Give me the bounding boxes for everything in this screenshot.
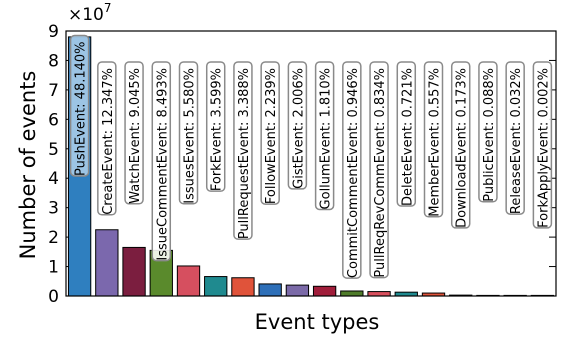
bar-label-box	[532, 61, 553, 229]
bar-label-text: PushEvent: 48.140%	[74, 41, 89, 175]
bar-label: DownloadEvent: 0.173%	[450, 61, 471, 229]
bar-label-text: PullRequestEvent: 3.388%	[237, 68, 252, 239]
bar-label-text: ForkEvent: 3.599%	[210, 68, 225, 191]
y-tick-label: 7	[48, 81, 59, 101]
bar-label: MemberEvent: 0.557%	[423, 61, 444, 218]
bar-label-box	[260, 61, 280, 205]
bar	[204, 276, 228, 297]
bar-label-box	[450, 61, 471, 229]
bar	[231, 277, 255, 297]
bar-label-text: DownloadEvent: 0.173%	[455, 68, 470, 228]
bar-label-text: PullReqRevCommEvent: 0.834%	[373, 68, 388, 278]
bar-label: PullReqRevCommEvent: 0.834%	[369, 61, 389, 279]
plot-border	[65, 30, 557, 297]
y-tick-label: 1	[48, 258, 59, 278]
bar-label-box	[205, 61, 226, 192]
bar-label-box	[396, 61, 417, 207]
y-tick-label: 6	[48, 110, 59, 130]
bar-label: GistEvent: 2.006%	[287, 61, 308, 190]
y-scale-exponent: 7	[104, 1, 112, 15]
bar-label: PushEvent: 48.140%	[69, 34, 90, 177]
bar-label-box	[97, 61, 117, 216]
bar-label: ReleaseEvent: 0.032%	[505, 61, 525, 215]
bar-label: ForkApplyEvent: 0.002%	[532, 61, 553, 229]
bar-label: DeleteEvent: 0.721%	[396, 61, 417, 207]
bar-label-text: FollowEvent: 2.239%	[264, 68, 279, 204]
bar-label: GollumEvent: 1.810%	[314, 61, 335, 211]
y-tick-label: 8	[48, 51, 59, 71]
bar-label: PublicEvent: 0.088%	[478, 61, 498, 203]
bar-label-box	[505, 61, 525, 215]
bar	[312, 285, 337, 297]
y-tick-label: 2	[48, 228, 59, 248]
y-tick-label: 0	[48, 287, 59, 307]
x-axis-label: Event types	[255, 310, 380, 334]
bar-labels: PushEvent: 48.140% CreateEvent: 12.347% Wa…	[69, 34, 553, 279]
bar-label: CreateEvent: 12.347%	[97, 61, 117, 216]
bar-label: CommitCommentEvent: 0.946%	[342, 61, 362, 279]
y-tick-label: 9	[48, 22, 59, 42]
bar-label-text: WatchEvent: 9.045%	[128, 68, 143, 204]
bar-label-box	[342, 61, 362, 279]
bar-label-box	[314, 61, 335, 211]
bar-label-box	[233, 61, 253, 240]
bar-label-text: GollumEvent: 1.810%	[319, 68, 334, 209]
y-scale-factor: ×107	[68, 1, 112, 25]
bar-label-text: MemberEvent: 0.557%	[428, 68, 443, 217]
y-tick-label: 4	[48, 169, 59, 189]
bar-label-box	[178, 61, 199, 205]
bar-label-box	[69, 34, 90, 177]
bar-label-text: IssueCommentEvent: 8.493%	[155, 68, 170, 261]
y-tick-label: 3	[48, 199, 59, 219]
bar-label-text: IssuesEvent: 5.580%	[183, 68, 198, 204]
bar-label-text: ForkApplyEvent: 0.002%	[536, 68, 551, 228]
bar-label: PullRequestEvent: 3.388%	[233, 61, 253, 240]
plot-frame	[65, 30, 557, 297]
bar-label-box	[151, 61, 172, 262]
bar	[367, 291, 391, 297]
bar-label-text: DeleteEvent: 0.721%	[400, 68, 415, 206]
bar-label: IssueCommentEvent: 8.493%	[151, 61, 172, 262]
bar-label: ForkEvent: 3.599%	[205, 61, 226, 192]
bar-label: IssuesEvent: 5.580%	[178, 61, 199, 205]
bar	[95, 229, 119, 297]
bar-label-box	[478, 61, 498, 203]
y-scale-base: ×10	[68, 5, 104, 25]
bar-label-box	[124, 61, 144, 205]
bar-label-text: PublicEvent: 0.088%	[482, 68, 497, 202]
bar-label: FollowEvent: 2.239%	[260, 61, 280, 205]
bar-label-text: GistEvent: 2.006%	[291, 68, 306, 189]
bar	[285, 284, 310, 297]
bar	[122, 246, 146, 297]
y-axis-label: Number of events	[16, 71, 40, 260]
bar-label-box	[287, 61, 308, 190]
bar-label-box	[423, 61, 444, 218]
bar	[258, 283, 282, 297]
bar	[340, 290, 364, 297]
bar-label-text: CreateEvent: 12.347%	[101, 68, 116, 215]
y-tick-label: 5	[48, 140, 59, 160]
bar-label-text: ReleaseEvent: 0.032%	[509, 68, 524, 214]
bar-label-box	[369, 61, 389, 279]
bar-label-text: CommitCommentEvent: 0.946%	[346, 68, 361, 278]
bar-label: WatchEvent: 9.045%	[124, 61, 144, 205]
bar	[176, 265, 201, 297]
